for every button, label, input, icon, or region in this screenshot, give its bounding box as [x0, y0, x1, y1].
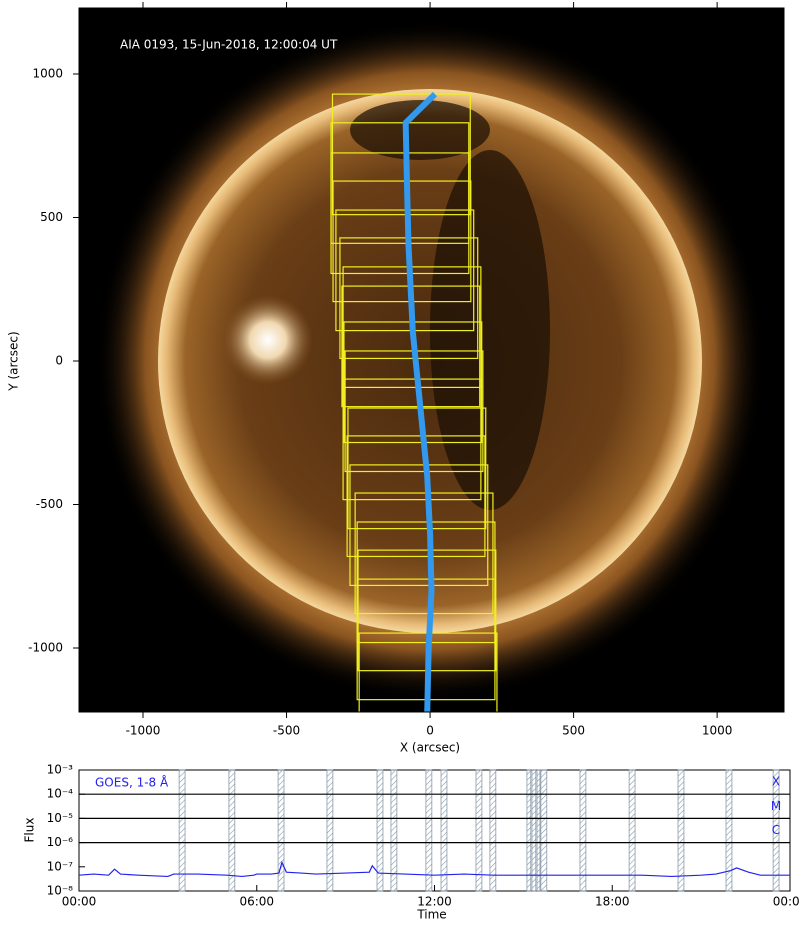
y-tick-label: 10⁻⁷ [47, 859, 74, 873]
x-tick-label: 06:00 [239, 895, 274, 909]
x-tick-label: 18:00 [595, 895, 630, 909]
fov-box [349, 464, 489, 587]
fov-box [342, 378, 482, 501]
x-tick-label: 12:00 [417, 895, 452, 909]
obs-window [677, 769, 685, 892]
obs-window [277, 769, 285, 892]
obs-window [440, 769, 448, 892]
obs-window [376, 769, 384, 892]
obs-window [628, 769, 636, 892]
fov-box [354, 492, 494, 615]
y-tick-label: 10⁻⁶ [47, 835, 74, 849]
goes-label: GOES, 1-8 Å [95, 775, 169, 790]
image-title: AIA 0193, 15-Jun-2018, 12:00:04 UT [120, 38, 338, 52]
y-tick-label: 10⁻⁴ [47, 787, 74, 801]
goes-frame [78, 769, 791, 892]
x-tick-label: 1000 [702, 724, 733, 738]
obs-window [536, 769, 541, 892]
class-label: X [772, 775, 780, 789]
obs-window [489, 769, 497, 892]
obs-window [326, 769, 334, 892]
goes-curve [78, 860, 790, 878]
x-tick-label: 00:00 [62, 895, 97, 909]
fov-box [332, 180, 472, 303]
x-tick-label: 00:00 [773, 895, 799, 909]
obs-window [425, 769, 433, 892]
y-tick-label: -1000 [28, 641, 63, 655]
y-tick-label: 10⁻⁵ [47, 811, 74, 825]
obs-window [475, 769, 483, 892]
x-tick-label: 0 [426, 724, 434, 738]
class-label: C [772, 823, 780, 837]
solar-disk [158, 89, 702, 633]
fov-box [330, 152, 470, 275]
obs-window [772, 769, 780, 892]
overlay [330, 91, 498, 712]
y-axis-label: Flux [23, 818, 37, 843]
obs-window [228, 769, 236, 892]
obs-window [526, 769, 532, 892]
x-axis-label: Time [416, 908, 446, 922]
class-label: M [771, 799, 781, 813]
x-tick-label: -1000 [126, 724, 161, 738]
obs-window [178, 769, 186, 892]
fov-box [346, 435, 486, 558]
obs-window [579, 769, 587, 892]
obs-window [390, 769, 398, 892]
obs-window [540, 769, 548, 892]
image-frame [78, 7, 785, 713]
obs-window [725, 769, 733, 892]
sun-image [95, 21, 765, 701]
y-tick-label: 10⁻³ [47, 763, 74, 777]
y-tick-label: -500 [36, 497, 63, 511]
slit-trace [402, 91, 438, 712]
active-region [223, 295, 313, 385]
y-axis-label: Y (arcsec) [7, 331, 21, 391]
coronal-hole [350, 100, 490, 160]
y-tick-label: 10⁻⁸ [47, 884, 74, 898]
y-tick-label: 500 [40, 210, 63, 224]
fov-box [331, 93, 471, 216]
y-tick-label: 1000 [32, 67, 63, 81]
x-tick-label: -500 [273, 724, 300, 738]
y-tick-label: 0 [55, 354, 63, 368]
fov-box [347, 407, 487, 530]
x-tick-label: 500 [562, 724, 585, 738]
coronal-hole [430, 150, 550, 510]
x-axis-label: X (arcsec) [400, 741, 460, 755]
obs-window [531, 769, 537, 892]
